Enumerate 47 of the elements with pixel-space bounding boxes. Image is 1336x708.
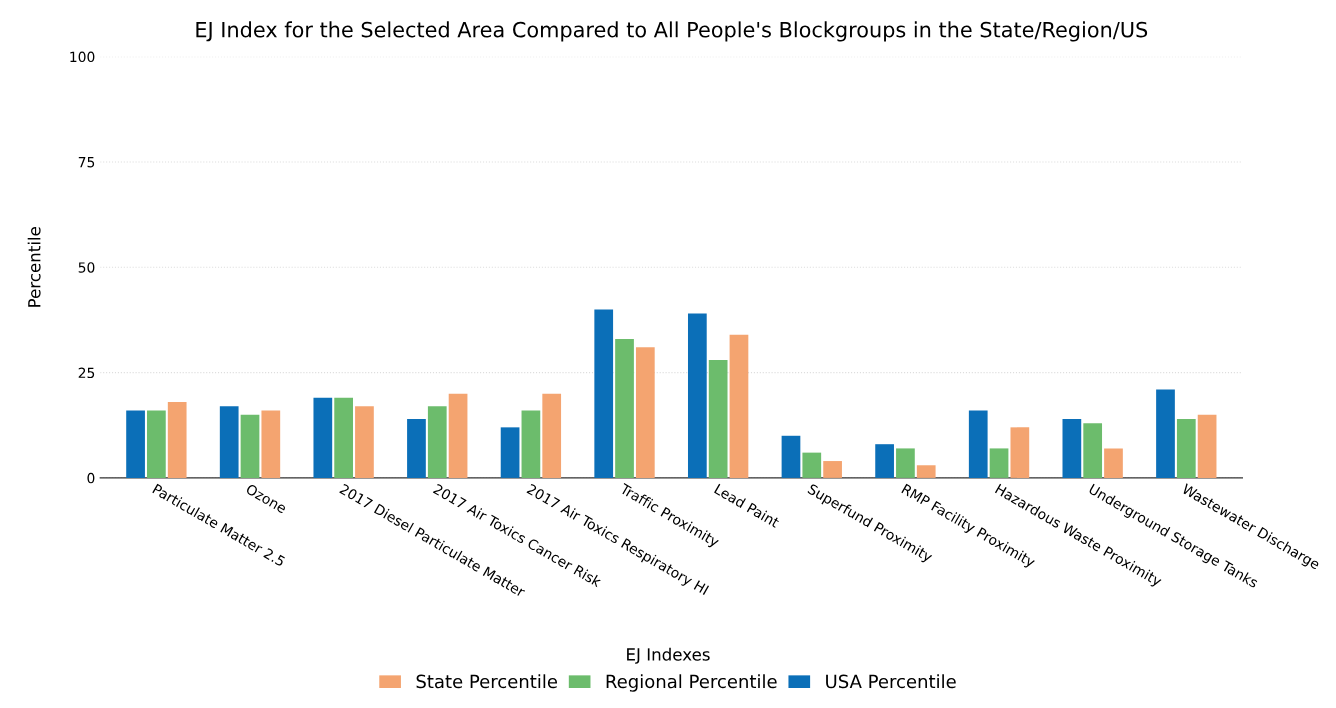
bar bbox=[823, 461, 842, 478]
bar bbox=[407, 418, 426, 478]
y-tick-label: 50 bbox=[78, 262, 95, 273]
bar bbox=[427, 406, 447, 478]
y-tick-label: 75 bbox=[78, 157, 95, 168]
bar bbox=[1010, 427, 1030, 478]
bar bbox=[802, 452, 822, 478]
bar bbox=[219, 406, 239, 478]
bar bbox=[334, 397, 353, 478]
bar bbox=[167, 402, 187, 478]
bar bbox=[968, 410, 988, 478]
bar bbox=[635, 347, 655, 478]
bar bbox=[313, 397, 333, 478]
bar bbox=[781, 435, 801, 478]
bar bbox=[126, 410, 145, 478]
legend-label: USA Percentile bbox=[826, 674, 956, 689]
bar bbox=[542, 393, 562, 478]
bar bbox=[500, 427, 520, 478]
bar bbox=[729, 334, 749, 478]
bar bbox=[240, 414, 260, 478]
bar bbox=[1062, 418, 1082, 478]
y-axis-title: Percentile bbox=[27, 227, 41, 307]
bar bbox=[1083, 423, 1103, 478]
bar bbox=[896, 448, 915, 478]
legend-label: State Percentile bbox=[416, 674, 558, 689]
bar bbox=[261, 410, 281, 478]
bar bbox=[615, 338, 634, 478]
bar bbox=[521, 410, 541, 478]
y-tick-label: 100 bbox=[70, 51, 95, 63]
bar bbox=[448, 393, 468, 478]
bar bbox=[875, 444, 894, 478]
bar bbox=[989, 448, 1009, 478]
bar bbox=[1197, 414, 1217, 478]
bar bbox=[594, 309, 614, 478]
y-tick-label: 0 bbox=[87, 472, 95, 484]
bar bbox=[687, 313, 707, 478]
bar bbox=[1176, 418, 1196, 478]
bar bbox=[1156, 389, 1175, 478]
bar bbox=[147, 410, 166, 478]
bar bbox=[1104, 448, 1123, 478]
legend-label: Regional Percentile bbox=[606, 674, 777, 692]
bar bbox=[916, 465, 936, 478]
chart-title: EJ Index for the Selected Area Compared to All People's Blockgroups in the State/Region/US bbox=[196, 21, 1148, 42]
x-axis-title: EJ Indexes bbox=[627, 647, 710, 664]
y-tick-label: 25 bbox=[78, 367, 95, 379]
bar bbox=[708, 359, 728, 478]
bar bbox=[355, 406, 374, 478]
